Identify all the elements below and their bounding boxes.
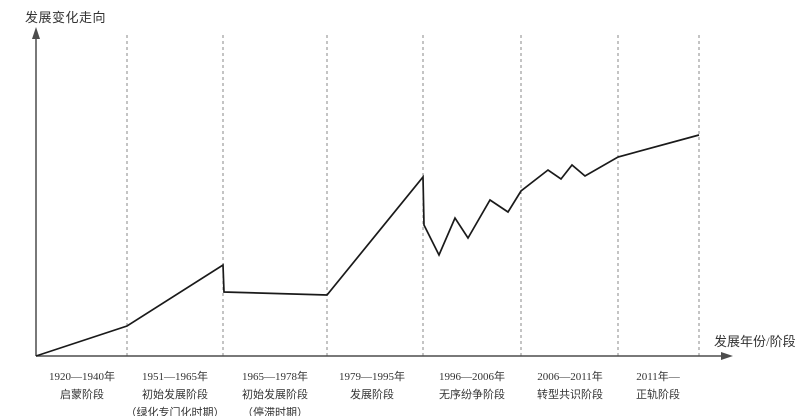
y-axis-title: 发展变化走向 [25,10,107,25]
stage-name: 初始发展阶段 [142,389,208,401]
stage-label-5: 1996—2006年 无序纷争阶段 [392,368,552,404]
stage-name: 初始发展阶段 [242,389,308,401]
stage-label-3: 1965—1978年 初始发展阶段 （停滞时期） [195,368,355,416]
stage-name: 无序纷争阶段 [439,389,505,401]
stage-period: 2006—2011年 [537,371,603,383]
stage-subtitle: （绿化专门化时期） [125,407,225,416]
stage-period: 1920—1940年 [49,371,115,383]
stage-name: 转型共识阶段 [537,389,603,401]
stage-label-6: 2006—2011年 转型共识阶段 [490,368,650,404]
stage-period: 2011年— [636,371,680,383]
stage-name: 发展阶段 [350,389,394,401]
stage-period: 1979—1995年 [339,371,405,383]
stage-subtitle: （停滞时期） [242,407,308,416]
stage-label-1: 1920—1940年 启蒙阶段 [2,368,162,404]
stage-period: 1951—1965年 [142,371,208,383]
stage-period: 1996—2006年 [439,371,505,383]
stage-name: 正轨阶段 [636,389,680,401]
stage-label-4: 1979—1995年 发展阶段 [292,368,452,404]
stage-label-2: 1951—1965年 初始发展阶段 （绿化专门化时期） [95,368,255,416]
x-axis-title: 发展年份/阶段 [714,334,796,349]
stage-label-7: 2011年— 正轨阶段 [578,368,738,404]
stage-period: 1965—1978年 [242,371,308,383]
stage-name: 启蒙阶段 [60,389,104,401]
